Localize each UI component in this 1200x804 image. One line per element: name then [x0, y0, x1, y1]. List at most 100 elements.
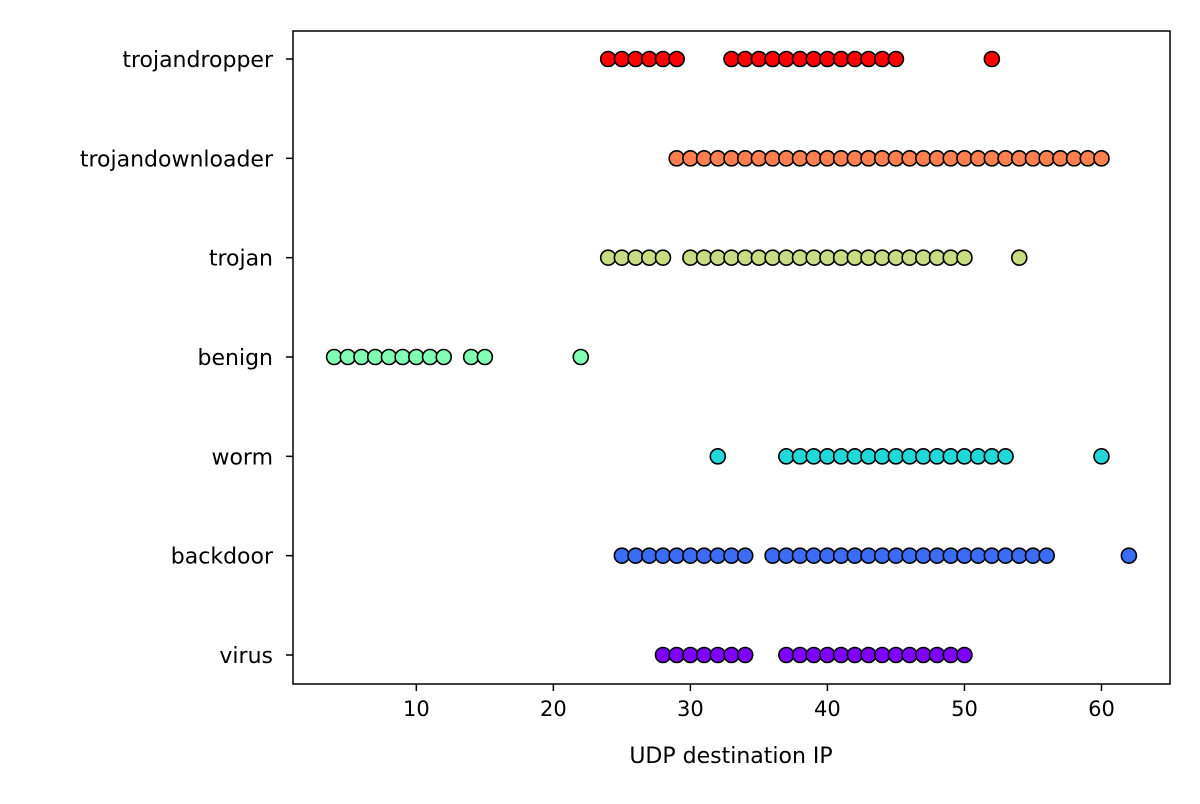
data-point-benign: [380, 348, 398, 366]
data-point-trojan: [819, 249, 836, 266]
data-point-trojandownloader: [873, 150, 891, 167]
data-point-trojan: [832, 249, 850, 266]
data-point-trojan: [901, 249, 918, 266]
x-tick-label: 40: [814, 697, 841, 721]
data-point-trojandownloader: [928, 150, 946, 167]
data-point-backdoor: [640, 547, 658, 564]
data-point-trojan: [723, 249, 740, 266]
data-point-virus: [805, 646, 823, 664]
data-point-trojandownloader: [709, 150, 727, 167]
data-point-virus: [668, 646, 685, 664]
data-point-trojan: [791, 249, 809, 266]
data-point-worm: [915, 448, 932, 465]
data-point-backdoor: [668, 547, 685, 564]
data-point-benign: [366, 348, 384, 366]
data-point-trojandownloader: [1010, 150, 1028, 167]
data-point-benign: [339, 348, 357, 366]
data-point-virus: [901, 646, 918, 664]
data-point-virus: [682, 646, 699, 664]
data-point-trojandownloader: [997, 150, 1014, 167]
data-point-worm: [887, 448, 905, 465]
data-point-virus: [915, 646, 932, 664]
data-point-virus: [873, 646, 891, 664]
y-tick-label-backdoor: backdoor: [171, 545, 274, 570]
data-point-worm: [928, 448, 946, 465]
marks-layer: [325, 50, 1138, 664]
data-point-benign: [394, 348, 411, 366]
data-point-trojandownloader: [1065, 150, 1083, 167]
data-point-trojan: [915, 249, 932, 266]
data-point-virus: [887, 646, 905, 664]
x-tick-label: 60: [1088, 697, 1115, 721]
data-point-trojandropper: [654, 50, 672, 68]
data-point-trojandropper: [819, 50, 836, 68]
data-point-virus: [846, 646, 864, 664]
data-point-worm: [846, 448, 864, 465]
data-point-backdoor: [613, 547, 631, 564]
data-point-trojan: [942, 249, 960, 266]
data-point-backdoor: [873, 547, 891, 564]
data-point-trojandownloader: [736, 150, 754, 167]
data-point-trojan: [805, 249, 823, 266]
data-point-benign: [572, 348, 590, 366]
data-point-backdoor: [819, 547, 836, 564]
data-point-virus: [928, 646, 946, 664]
data-point-trojandropper: [860, 50, 877, 68]
data-point-backdoor: [778, 547, 795, 564]
data-point-backdoor: [860, 547, 877, 564]
y-tick-label-trojandownloader: trojandownloader: [80, 147, 274, 172]
data-point-virus: [723, 646, 740, 664]
data-point-trojan: [654, 249, 672, 266]
y-tick-label-virus: virus: [219, 644, 273, 669]
x-tick-label: 10: [403, 697, 430, 721]
data-point-backdoor: [1038, 547, 1055, 564]
data-point-backdoor: [956, 547, 973, 564]
data-point-trojandropper: [791, 50, 809, 68]
data-point-backdoor: [682, 547, 699, 564]
data-point-trojandownloader: [846, 150, 864, 167]
data-point-backdoor: [805, 547, 823, 564]
data-point-backdoor: [928, 547, 946, 564]
x-tick-label: 30: [677, 697, 704, 721]
data-point-trojandownloader: [764, 150, 781, 167]
y-tick-label-worm: worm: [211, 445, 273, 470]
data-point-trojandropper: [750, 50, 768, 68]
x-tick-label: 20: [540, 697, 567, 721]
data-point-backdoor: [695, 547, 713, 564]
data-point-trojandownloader: [887, 150, 905, 167]
data-point-trojandownloader: [805, 150, 823, 167]
data-point-trojandownloader: [778, 150, 795, 167]
data-point-trojandropper: [983, 50, 1001, 68]
data-point-worm: [791, 448, 809, 465]
data-point-backdoor: [1120, 547, 1138, 564]
data-point-benign: [353, 348, 370, 366]
y-tick-label-trojandropper: trojandropper: [122, 48, 274, 73]
data-point-trojandropper: [887, 50, 905, 68]
data-point-trojandownloader: [750, 150, 768, 167]
y-tick-label-benign: benign: [198, 346, 273, 371]
data-point-trojandropper: [668, 50, 685, 68]
data-point-trojandownloader: [1024, 150, 1042, 167]
data-point-virus: [819, 646, 836, 664]
data-point-trojan: [873, 249, 891, 266]
data-point-virus: [832, 646, 850, 664]
data-point-trojan: [599, 249, 617, 266]
data-point-benign: [435, 348, 453, 366]
x-axis-label: UDP destination IP: [629, 744, 832, 769]
data-point-backdoor: [654, 547, 672, 564]
data-point-trojandropper: [627, 50, 644, 68]
data-point-trojandownloader: [942, 150, 960, 167]
data-point-trojandropper: [846, 50, 864, 68]
data-point-trojandownloader: [956, 150, 973, 167]
data-point-trojandropper: [723, 50, 740, 68]
data-point-trojandownloader: [1038, 150, 1055, 167]
data-point-backdoor: [942, 547, 960, 564]
data-point-trojan: [860, 249, 877, 266]
data-point-virus: [778, 646, 795, 664]
data-point-worm: [778, 448, 795, 465]
data-point-trojandropper: [778, 50, 795, 68]
data-point-backdoor: [723, 547, 740, 564]
data-point-virus: [956, 646, 973, 664]
data-point-trojan: [682, 249, 699, 266]
